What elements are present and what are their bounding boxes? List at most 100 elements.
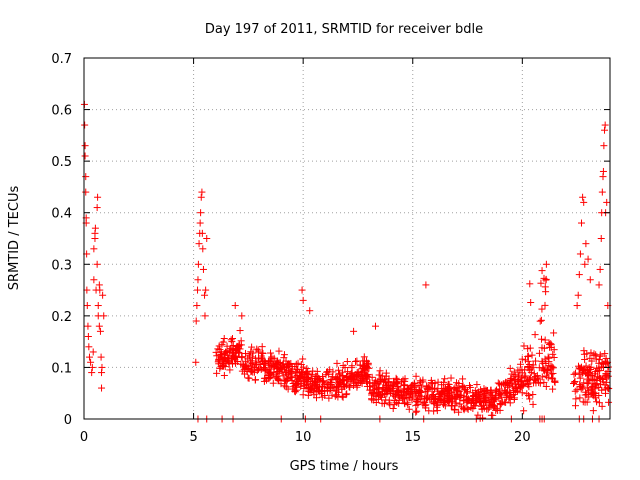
y-tick-labels: 0 0.1 0.2 0.3 0.4 0.5 0.6 0.7 — [51, 52, 72, 428]
data-point — [483, 387, 491, 395]
data-point — [348, 362, 356, 370]
data-point — [451, 406, 459, 414]
data-point — [233, 346, 241, 354]
data-point — [579, 193, 587, 201]
y-axis-label: SRMTID / TECUs — [7, 186, 22, 291]
data-point — [263, 367, 271, 375]
data-point — [304, 370, 312, 378]
data-point — [459, 375, 467, 383]
data-point — [437, 391, 445, 399]
data-point — [376, 367, 384, 375]
data-point — [258, 358, 266, 366]
data-point — [595, 383, 603, 391]
data-point — [582, 362, 590, 370]
data-point — [576, 250, 584, 258]
data-point — [260, 364, 268, 372]
data-point — [280, 351, 288, 359]
data-point — [272, 359, 280, 367]
data-point — [228, 348, 236, 356]
data-point — [329, 368, 337, 376]
data-point — [574, 291, 582, 299]
data-point — [383, 390, 391, 398]
data-point — [573, 386, 581, 394]
data-point — [338, 385, 346, 393]
data-point — [297, 382, 305, 390]
data-point — [496, 390, 504, 398]
data-point — [535, 364, 543, 372]
data-point — [408, 396, 416, 404]
data-point — [595, 364, 603, 372]
data-point — [423, 392, 431, 400]
data-point — [235, 341, 243, 349]
data-point — [542, 382, 550, 390]
data-point — [308, 382, 316, 390]
data-point — [431, 379, 439, 387]
data-point — [194, 286, 202, 294]
data-point — [201, 312, 209, 320]
data-point — [301, 377, 309, 385]
data-point — [520, 373, 528, 381]
data-point — [261, 359, 269, 367]
data-point — [492, 386, 500, 394]
data-point — [82, 173, 90, 181]
data-point — [424, 383, 432, 391]
data-point — [550, 354, 558, 362]
data-point — [260, 377, 268, 385]
data-point — [531, 373, 539, 381]
data-point — [492, 405, 500, 413]
data-point — [257, 352, 265, 360]
x-tick-label: 5 — [189, 430, 197, 445]
data-point — [447, 402, 455, 410]
data-point — [523, 390, 531, 398]
data-point — [459, 404, 467, 412]
data-point — [550, 329, 558, 337]
data-point — [96, 327, 104, 335]
data-point — [199, 245, 207, 253]
data-point — [379, 385, 387, 393]
data-point — [226, 366, 234, 374]
x-tick-label: 0 — [80, 430, 88, 445]
data-point — [456, 400, 464, 408]
data-point — [531, 331, 539, 339]
data-point — [412, 408, 420, 416]
data-point — [213, 369, 221, 377]
data-point — [238, 312, 246, 320]
data-point — [194, 260, 202, 268]
data-point — [81, 121, 89, 129]
data-point — [96, 286, 104, 294]
data-point — [213, 352, 221, 360]
data-point — [305, 385, 313, 393]
data-point — [347, 370, 355, 378]
data-point — [227, 344, 235, 352]
data-point — [586, 366, 594, 374]
data-point — [360, 364, 368, 372]
y-tick-label: 0.7 — [51, 52, 72, 67]
data-point — [535, 349, 543, 357]
data-point — [389, 405, 397, 413]
data-point — [576, 381, 584, 389]
y-tick-label: 0.4 — [51, 207, 72, 222]
data-point — [496, 380, 504, 388]
data-point — [299, 391, 307, 399]
data-point — [253, 367, 261, 375]
data-point — [244, 374, 252, 382]
data-point — [320, 380, 328, 388]
data-point — [579, 366, 587, 374]
data-point — [245, 351, 253, 359]
data-point — [375, 371, 383, 379]
data-point — [537, 316, 545, 324]
data-point — [293, 365, 301, 373]
data-point — [267, 349, 275, 357]
data-point — [540, 344, 548, 352]
data-point — [229, 335, 237, 343]
data-point — [353, 371, 361, 379]
data-point — [246, 359, 254, 367]
data-point — [598, 188, 606, 196]
data-point — [439, 400, 447, 408]
data-point — [299, 355, 307, 363]
data-point — [527, 299, 535, 307]
data-point — [298, 286, 306, 294]
data-point — [247, 348, 255, 356]
data-point — [580, 379, 588, 387]
data-point — [443, 386, 451, 394]
